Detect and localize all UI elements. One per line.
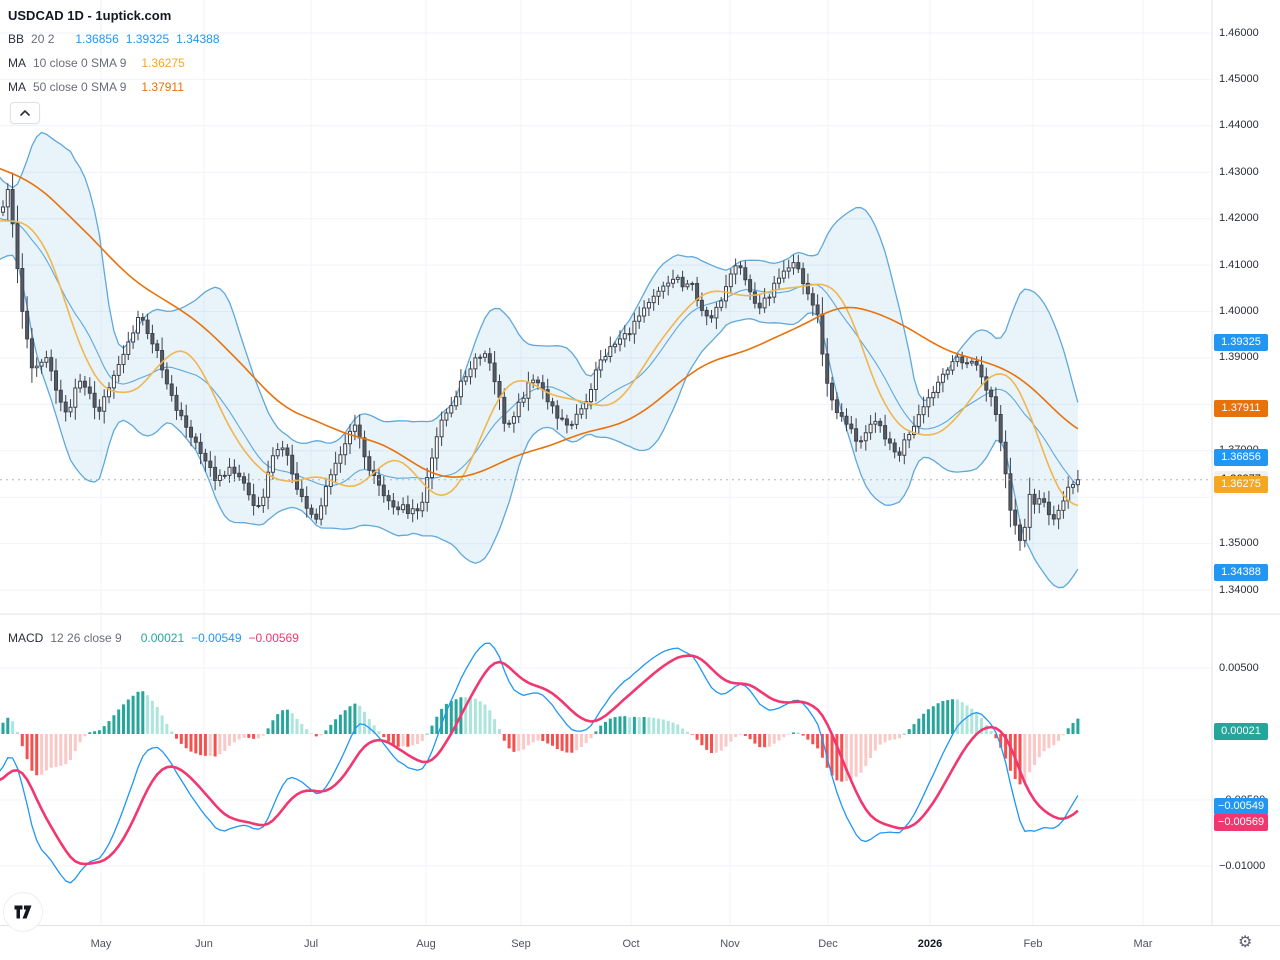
price-axis-label: 1.45000	[1219, 72, 1259, 85]
collapse-legend-button[interactable]	[10, 102, 40, 124]
legend-macd-signal-value: −0.00569	[248, 631, 299, 645]
macd-line	[0, 642, 1079, 884]
legend-bb-params: 20 2	[31, 32, 55, 46]
symbol-title: USDCAD 1D - 1uptick.com	[8, 8, 172, 23]
month-label-2026: 2026	[917, 938, 943, 950]
legend-macd-hist-value: 0.00021	[140, 631, 185, 645]
legend-ma10-params: 10 close 0 SMA 9	[33, 56, 127, 70]
price-badge: 1.39325	[1214, 334, 1268, 352]
legend-ma50[interactable]: MA 50 close 0 SMA 9 1.37911	[8, 80, 184, 94]
price-axis-label: 1.39000	[1219, 351, 1259, 364]
macd-badge: 0.00021	[1214, 722, 1268, 740]
legend-ma50-name: MA	[8, 80, 26, 94]
price-axis-label: 1.46000	[1219, 26, 1259, 39]
month-label-dec: Dec	[818, 938, 838, 950]
month-label-feb: Feb	[1023, 938, 1043, 950]
chevron-up-icon	[20, 110, 30, 116]
legend-ma10-value: 1.36275	[141, 56, 185, 70]
ma10-line	[0, 220, 1079, 507]
macd-hist-up-grow	[1, 691, 1080, 735]
legend-bb-upper-value: 1.39325	[125, 32, 170, 46]
price-axis-label: 1.44000	[1219, 119, 1259, 132]
legend-macd-line-value: −0.00549	[191, 631, 242, 645]
price-badge: 1.34388	[1214, 563, 1268, 581]
legend-ma50-value: 1.37911	[141, 80, 184, 94]
price-pane	[0, 131, 1212, 589]
tradingview-logo-icon	[14, 905, 32, 919]
macd-signal-line	[0, 654, 1079, 866]
month-label-aug: Aug	[416, 938, 436, 950]
month-label-nov: Nov	[720, 938, 740, 950]
month-label-may: May	[90, 938, 112, 950]
legend-bb-lower-value: 1.34388	[176, 32, 220, 46]
macd-pane	[0, 642, 1080, 884]
legend-macd-name: MACD	[8, 631, 44, 645]
price-axis-label: 1.41000	[1219, 258, 1259, 271]
macd-hist-down-grow	[40, 734, 1065, 783]
macd-badge: −0.00549	[1214, 797, 1268, 815]
month-label-jun: Jun	[195, 938, 213, 950]
legend-bb-basis-value: 1.36856	[75, 32, 119, 46]
legend-ma10-name: MA	[8, 56, 26, 70]
price-badge: 1.36275	[1214, 475, 1268, 493]
legend-ma10[interactable]: MA 10 close 0 SMA 9 1.36275	[8, 56, 185, 70]
macd-axis-label: 0.00500	[1219, 661, 1259, 674]
legend-bb[interactable]: BB 20 2 1.36856 1.39325 1.34388	[8, 32, 220, 46]
up-candles	[1, 189, 1080, 541]
legend-ma50-params: 50 close 0 SMA 9	[33, 80, 127, 94]
tradingview-logo[interactable]	[3, 892, 43, 932]
price-axis-label: 1.34000	[1219, 583, 1259, 596]
price-axis-label: 1.43000	[1219, 165, 1259, 178]
month-label-oct: Oct	[622, 938, 640, 950]
price-axis-label: 1.35000	[1219, 537, 1259, 550]
ma50-line	[0, 167, 1079, 478]
price-badge: 1.36856	[1214, 448, 1268, 466]
month-label-mar: Mar	[1133, 938, 1153, 950]
macd-axis-label: −0.01000	[1219, 859, 1266, 872]
legend-macd[interactable]: MACD 12 26 close 9 0.00021 −0.00549 −0.0…	[8, 631, 299, 645]
month-label-jul: Jul	[303, 938, 319, 950]
down-candles	[10, 189, 1056, 541]
macd-badge: −0.00569	[1214, 813, 1268, 831]
legend-macd-params: 12 26 close 9	[50, 631, 122, 645]
legend-bb-name: BB	[8, 32, 25, 46]
price-badge: 1.37911	[1214, 399, 1268, 417]
month-label-sep: Sep	[511, 938, 531, 950]
macd-hist-up-fall	[11, 695, 993, 734]
price-axis-label: 1.42000	[1219, 212, 1259, 225]
time-axis[interactable]	[0, 925, 1280, 960]
settings-gear-icon[interactable]: ⚙	[1238, 934, 1253, 951]
price-axis-label: 1.40000	[1219, 305, 1259, 318]
